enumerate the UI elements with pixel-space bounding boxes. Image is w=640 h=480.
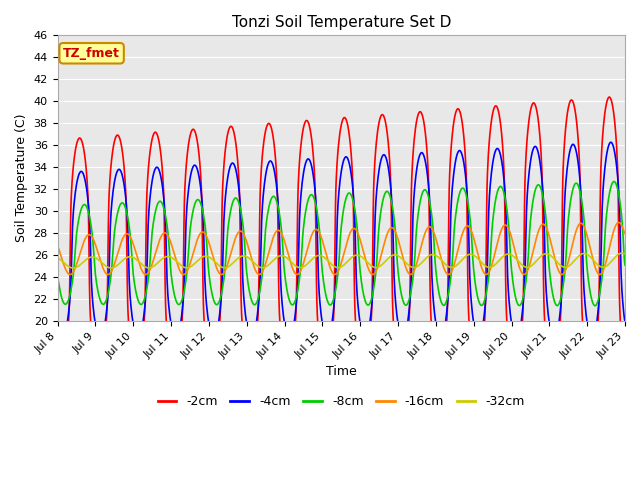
-32cm xyxy=(179,264,187,270)
-8cm xyxy=(428,217,436,223)
-16cm xyxy=(179,272,187,277)
-32cm xyxy=(618,250,626,256)
-32cm xyxy=(429,252,436,257)
-8cm xyxy=(276,216,284,222)
-16cm xyxy=(291,269,298,275)
Line: -8cm: -8cm xyxy=(58,181,625,306)
-8cm xyxy=(290,301,298,307)
-4cm xyxy=(621,319,629,324)
-8cm xyxy=(621,262,629,268)
-4cm xyxy=(607,139,614,145)
-32cm xyxy=(276,253,284,259)
-4cm xyxy=(290,321,298,326)
-4cm xyxy=(522,240,529,246)
-32cm xyxy=(522,264,530,270)
-4cm xyxy=(179,301,187,307)
-8cm xyxy=(571,182,579,188)
X-axis label: Time: Time xyxy=(326,365,356,378)
-8cm xyxy=(179,294,187,300)
Y-axis label: Soil Temperature (C): Soil Temperature (C) xyxy=(15,114,28,242)
-16cm xyxy=(429,227,436,233)
-2cm xyxy=(522,159,529,165)
-2cm xyxy=(605,94,613,100)
-2cm xyxy=(571,105,579,110)
Title: Tonzi Soil Temperature Set D: Tonzi Soil Temperature Set D xyxy=(232,15,451,30)
Text: TZ_fmet: TZ_fmet xyxy=(63,47,120,60)
-16cm xyxy=(615,219,623,225)
Line: -32cm: -32cm xyxy=(58,253,625,268)
Line: -4cm: -4cm xyxy=(58,142,625,339)
-2cm xyxy=(586,378,594,384)
-2cm xyxy=(179,299,187,305)
-16cm xyxy=(522,270,530,276)
-32cm xyxy=(291,262,298,268)
Line: -2cm: -2cm xyxy=(58,97,625,381)
-4cm xyxy=(588,336,596,342)
-16cm xyxy=(621,231,629,237)
-32cm xyxy=(571,257,579,263)
-16cm xyxy=(276,229,284,235)
-2cm xyxy=(621,370,629,375)
-4cm xyxy=(428,282,436,288)
Line: -16cm: -16cm xyxy=(58,222,625,275)
-2cm xyxy=(276,325,284,331)
-4cm xyxy=(571,143,579,149)
-8cm xyxy=(610,179,618,184)
-16cm xyxy=(54,243,61,249)
-2cm xyxy=(428,337,436,343)
-8cm xyxy=(522,280,529,286)
-4cm xyxy=(276,263,284,269)
-32cm xyxy=(70,265,77,271)
-8cm xyxy=(54,275,61,280)
-2cm xyxy=(54,361,61,367)
-8cm xyxy=(591,303,599,309)
Legend: -2cm, -4cm, -8cm, -16cm, -32cm: -2cm, -4cm, -8cm, -16cm, -32cm xyxy=(153,390,530,413)
-16cm xyxy=(571,232,579,238)
-4cm xyxy=(54,323,61,328)
-2cm xyxy=(290,341,298,347)
-32cm xyxy=(621,251,629,256)
-32cm xyxy=(54,255,61,261)
-16cm xyxy=(67,272,74,277)
